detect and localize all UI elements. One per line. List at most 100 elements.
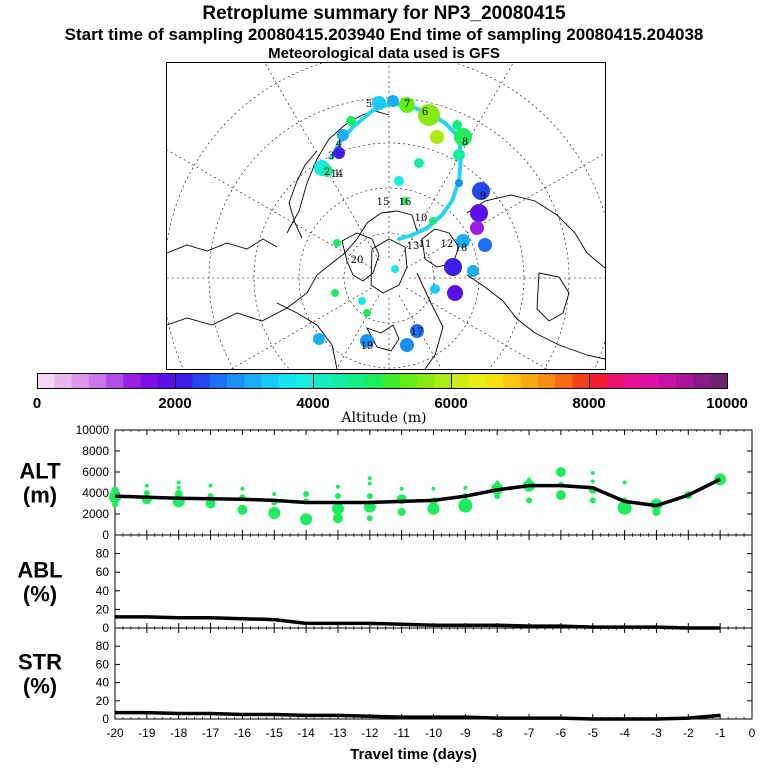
meridian-line	[406, 152, 605, 269]
meridian-line	[264, 63, 380, 261]
particle-point	[208, 483, 213, 488]
particle-point	[494, 493, 501, 500]
day-label: 11	[419, 239, 432, 250]
particle-point	[555, 467, 566, 477]
y-tick-label: 20	[96, 602, 110, 616]
y-tick-label: 20	[96, 694, 110, 708]
particle-point	[399, 486, 404, 491]
particle-circle	[429, 217, 437, 225]
particle-point	[526, 497, 533, 504]
colorbar-segment	[330, 373, 349, 389]
y-tick-label: 60	[96, 657, 110, 671]
panel-frame	[114, 429, 753, 536]
colorbar-segment	[157, 373, 176, 389]
particle-circle	[418, 104, 440, 126]
particle-circle	[387, 95, 399, 107]
y-tick-label: 60	[96, 565, 110, 579]
colorbar-segment	[641, 373, 660, 389]
particle-point	[367, 481, 372, 486]
colorbar-segment	[382, 373, 401, 389]
series-line	[115, 615, 721, 630]
particle-circle	[478, 238, 492, 252]
y-tick-label: 6000	[82, 465, 109, 479]
particle-point	[111, 486, 119, 495]
particle-circle	[400, 338, 414, 352]
particle-point	[590, 471, 595, 476]
colorbar-tick-label: 6000	[434, 395, 468, 412]
coastline	[416, 272, 444, 369]
particle-circle	[331, 289, 339, 297]
particle-circle	[455, 179, 463, 187]
x-axis-label: Travel time (days)	[350, 746, 477, 763]
colorbar-segment	[434, 373, 453, 389]
particle-circle	[394, 176, 404, 186]
particle-circle	[360, 334, 374, 348]
panel-frame	[114, 627, 753, 720]
y-tick-label: 2000	[82, 507, 109, 521]
day-label: 15	[377, 197, 390, 208]
y-tick-label: 8000	[82, 444, 109, 458]
colorbar-segment	[710, 373, 728, 389]
x-tick-label: 0	[749, 726, 756, 740]
particle-point	[527, 477, 532, 482]
series-line	[114, 477, 721, 508]
particle-point	[332, 513, 343, 524]
panel-unit: (%)	[23, 674, 57, 699]
coastline	[466, 274, 605, 360]
particle-point	[143, 490, 150, 496]
y-tick-label: 10000	[76, 423, 110, 437]
particle-point	[590, 479, 595, 484]
x-tick-label: -1	[715, 726, 726, 740]
x-tick-label: -13	[329, 726, 347, 740]
particle-circle	[372, 96, 386, 110]
particle-point	[176, 480, 181, 485]
particle-circle	[453, 149, 465, 161]
colorbar-segment	[658, 373, 677, 389]
day-label: 14	[331, 169, 344, 180]
particle-circle	[470, 204, 488, 222]
polar-map: 1 2 3 4 5 6 7 8 9 10 11 12 13 14 15 16 17 18 19 20	[166, 62, 606, 370]
panel-frame	[114, 534, 753, 629]
particle-circle	[363, 309, 371, 317]
x-tick-label: -2	[683, 726, 694, 740]
particle-circle	[401, 197, 409, 205]
colorbar-segment	[296, 373, 314, 389]
meteorological-data-subtitle: Meteorological data used is GFS	[268, 45, 500, 62]
colorbar-segment	[676, 373, 694, 389]
panel-unit: (%)	[23, 582, 57, 607]
x-tick-label: -4	[619, 726, 630, 740]
particle-point	[237, 504, 248, 515]
particle-point	[334, 493, 341, 500]
x-tick-label: -19	[138, 726, 156, 740]
colorbar-axis-label: Altitude (m)	[341, 410, 427, 426]
coastline	[421, 228, 460, 268]
particle-circle	[456, 234, 470, 248]
colorbar-segment	[555, 373, 574, 389]
meridian-line	[406, 287, 548, 369]
day-label: 13	[407, 241, 420, 252]
colorbar-segment	[503, 373, 522, 389]
colorbar-segment	[106, 373, 124, 389]
day-label: 2	[324, 167, 330, 178]
colorbar-segment	[140, 373, 159, 389]
day-label: 3	[328, 151, 334, 162]
particle-circle	[358, 297, 366, 305]
particle-point	[431, 486, 436, 491]
particle-circle	[321, 165, 333, 177]
particle-circle	[472, 182, 490, 200]
day-label: 9	[480, 191, 486, 202]
x-tick-label: -3	[651, 726, 662, 740]
particle-point	[240, 486, 245, 491]
y-tick-label: 40	[96, 676, 110, 690]
particle-point	[331, 502, 344, 515]
colorbar-segment	[451, 373, 470, 389]
x-tick-label: -15	[266, 726, 284, 740]
series-line	[115, 710, 721, 721]
plot-title: Retroplume summary for NP3_20080415	[202, 3, 566, 24]
coastline	[276, 302, 338, 369]
colorbar-segment	[365, 373, 383, 389]
sampling-time-subtitle: Start time of sampling 20080415.203940 E…	[64, 25, 704, 44]
latitude-circle	[298, 187, 480, 369]
particle-circle	[447, 285, 463, 301]
particle-circle	[391, 265, 399, 273]
